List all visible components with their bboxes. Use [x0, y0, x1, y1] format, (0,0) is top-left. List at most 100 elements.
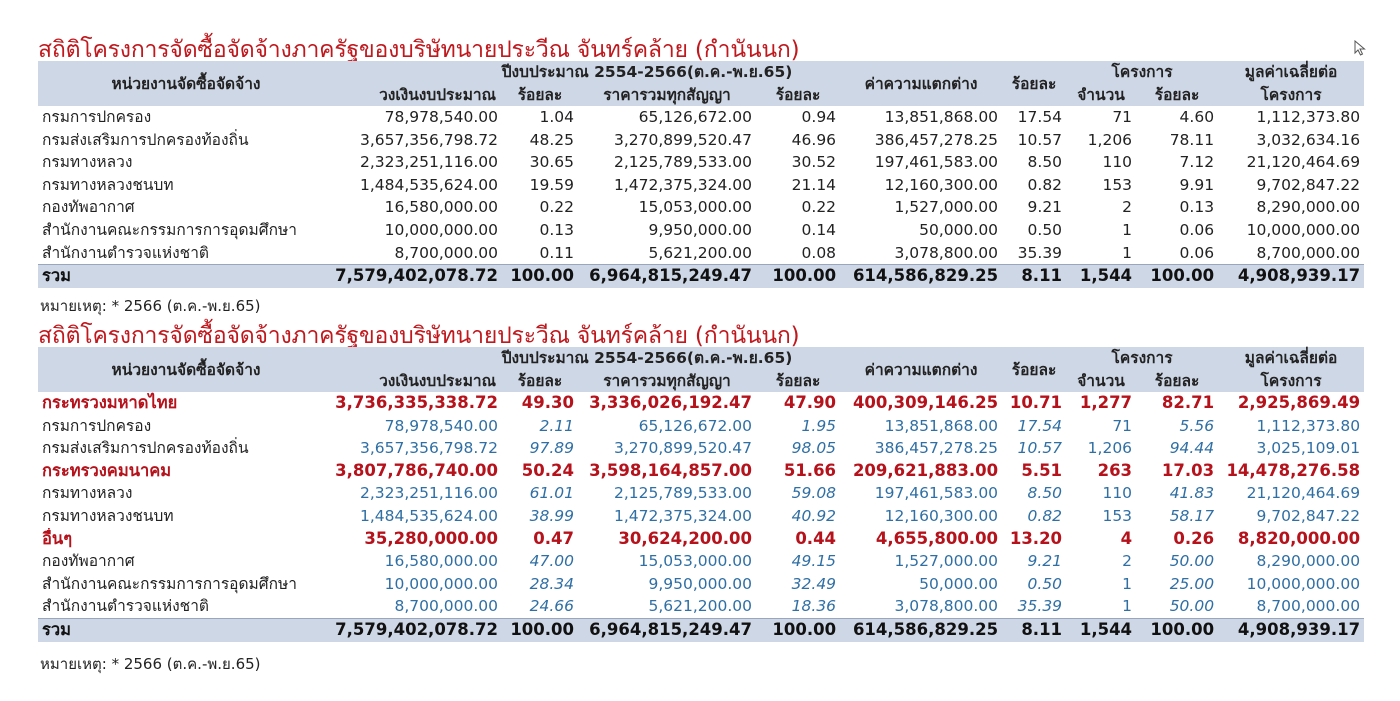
avg-cell: 21,120,464.69 [1246, 153, 1361, 172]
p2-cell: 40.92 [791, 506, 837, 525]
avg-cell: 8,290,000.00 [1256, 552, 1361, 571]
count-cell: 1,206 [1087, 439, 1133, 458]
contract-cell: 65,126,672.00 [638, 108, 752, 126]
budget-cell: 8,700,000.00 [394, 243, 498, 262]
mouse-cursor-icon [1354, 40, 1366, 56]
total-row: รวม 7,579,402,078.72 100.00 6,964,815,249.4… [38, 264, 1365, 288]
p1-cell: 97.89 [529, 439, 574, 458]
p1-cell: 47.00 [529, 552, 574, 571]
avg-cell: 8,700,000.00 [1256, 243, 1361, 262]
header-contract: ราคารวมทุกสัญญา [578, 369, 756, 392]
header-unit: หน่วยงานจัดซื้อจัดจ้าง [38, 61, 334, 106]
agency-name-cell: กระทรวงคมนาคม [42, 460, 172, 480]
table-2-body: กระทรวงมหาดไทย 3,736,335,338.72 49.30 3,336… [38, 392, 1365, 642]
avg-cell: 10,000,000.00 [1246, 220, 1361, 239]
header-projects: โครงการ [1066, 61, 1219, 83]
p1-cell: 30.65 [529, 153, 574, 172]
total-p4-cell: 100.00 [1136, 617, 1219, 642]
contract-cell: 5,621,200.00 [648, 597, 752, 616]
p2-cell: 32.49 [791, 574, 837, 593]
agency-name-cell: สำนักงานคณะกรรมการการอุดมศึกษา [42, 574, 297, 593]
agency-name-cell: อื่นๆ [42, 528, 73, 548]
agency-name-cell: กระทรวงมหาดไทย [42, 393, 178, 412]
total-avg-cell: 4,908,939.17 [1218, 264, 1365, 288]
count-cell: 110 [1102, 484, 1133, 503]
table-row: กองทัพอากาศ 16,580,000.00 47.00 15,053,000.… [38, 550, 1364, 573]
diff-cell: 4,655,800.00 [875, 528, 999, 548]
header-pct3: ร้อยละ [1002, 61, 1067, 106]
table-row: สำนักงานคณะกรรมการการอุดมศึกษา 10,000,000… [38, 573, 1364, 596]
table-2-note: หมายเหตุ: * 2566 (ต.ค.-พ.ย.65) [40, 655, 261, 673]
avg-cell: 3,025,109.01 [1256, 439, 1361, 458]
p4-cell: 41.83 [1169, 484, 1215, 503]
table-row: กรมทางหลวงชนบท 1,484,535,624.00 19.59 1,472… [38, 174, 1364, 197]
ministry-row: กระทรวงมหาดไทย 3,736,335,338.72 49.30 3,336… [38, 392, 1364, 415]
avg-cell: 14,478,276.58 [1226, 460, 1361, 480]
count-cell: 1,206 [1087, 130, 1133, 149]
contract-cell: 3,270,899,520.47 [613, 439, 752, 458]
p4-cell: 25.00 [1169, 574, 1215, 593]
diff-cell: 197,461,583.00 [874, 484, 999, 503]
count-cell: 263 [1097, 460, 1133, 480]
contract-cell: 9,950,000.00 [648, 574, 752, 593]
count-cell: 2 [1122, 552, 1133, 571]
budget-cell: 3,736,335,338.72 [335, 393, 498, 412]
header-budget: วงเงินงบประมาณ [334, 83, 502, 106]
p3-cell: 8.50 [1027, 153, 1063, 172]
p1-cell: 0.11 [539, 243, 574, 262]
avg-cell: 3,032,634.16 [1256, 130, 1361, 149]
total-p2-cell: 100.00 [756, 264, 841, 288]
header-unit: หน่วยงานจัดซื้อจัดจ้าง [38, 347, 334, 392]
avg-cell: 1,112,373.80 [1256, 416, 1361, 435]
avg-cell: 2,925,869.49 [1237, 393, 1361, 412]
p1-cell: 0.47 [533, 528, 574, 548]
p2-cell: 46.96 [791, 130, 837, 149]
p4-cell: 50.00 [1169, 597, 1215, 616]
p2-cell: 0.44 [795, 528, 837, 548]
p3-cell: 35.39 [1017, 597, 1063, 616]
count-cell: 4 [1120, 528, 1133, 548]
contract-cell: 2,125,789,533.00 [613, 153, 752, 172]
agency-name-cell: กรมส่งเสริมการปกครองท้องถิ่น [42, 130, 249, 149]
p4-cell: 4.60 [1179, 108, 1215, 126]
table-2-title: สถิติโครงการจัดซื้อจัดจ้างภาครัฐของบริษั… [38, 323, 800, 349]
p3-cell: 0.82 [1027, 175, 1063, 194]
ministry-row: อื่นๆ 35,280,000.00 0.47 30,624,200.00 0.44 4… [38, 528, 1364, 551]
p4-cell: 50.00 [1169, 552, 1215, 571]
diff-cell: 386,457,278.25 [874, 439, 999, 458]
table-row: กรมส่งเสริมการปกครองท้องถิ่น 3,657,356,79… [38, 129, 1364, 152]
p2-cell: 98.05 [791, 439, 837, 458]
diff-cell: 3,078,800.00 [894, 243, 999, 262]
table-row: กรมการปกครอง 78,978,540.00 2.11 65,126,672.… [38, 415, 1364, 438]
p1-cell: 50.24 [521, 460, 574, 480]
stats-table-1: หน่วยงานจัดซื้อจัดจ้าง ปีงบประมาณ 2554-2… [38, 61, 1365, 288]
diff-cell: 50,000.00 [919, 220, 999, 239]
header-pct2: ร้อยละ [756, 83, 841, 106]
p1-cell: 28.34 [529, 574, 574, 593]
contract-cell: 3,336,026,192.47 [589, 393, 752, 412]
count-cell: 1 [1122, 243, 1133, 262]
avg-cell: 8,700,000.00 [1256, 597, 1361, 616]
p1-cell: 0.22 [539, 198, 574, 217]
header-avg-2: โครงการ [1218, 369, 1365, 392]
p2-cell: 18.36 [791, 597, 837, 616]
avg-cell: 9,702,847.22 [1256, 175, 1361, 194]
total-contract-cell: 6,964,815,249.47 [578, 264, 756, 288]
table-row: กรมส่งเสริมการปกครองท้องถิ่น 3,657,356,79… [38, 437, 1364, 460]
diff-cell: 1,527,000.00 [894, 198, 999, 217]
p1-cell: 19.59 [529, 175, 574, 194]
table-1-note: หมายเหตุ: * 2566 (ต.ค.-พ.ย.65) [40, 297, 261, 315]
total-count-cell: 1,544 [1066, 617, 1137, 642]
p4-cell: 0.06 [1179, 243, 1215, 262]
total-label: รวม [38, 264, 334, 288]
header-avg-1: มูลค่าเฉลี่ยต่อ [1218, 347, 1365, 369]
total-row: รวม 7,579,402,078.72 100.00 6,964,815,249.4… [38, 617, 1365, 642]
count-cell: 1 [1122, 220, 1133, 239]
p1-cell: 49.30 [521, 393, 574, 412]
avg-cell: 9,702,847.22 [1256, 506, 1361, 525]
agency-name-cell: กรมทางหลวงชนบท [42, 506, 174, 525]
p2-cell: 0.94 [801, 108, 837, 126]
p4-cell: 0.06 [1179, 220, 1215, 239]
header-pct1: ร้อยละ [502, 83, 578, 106]
p2-cell: 47.90 [783, 393, 837, 412]
